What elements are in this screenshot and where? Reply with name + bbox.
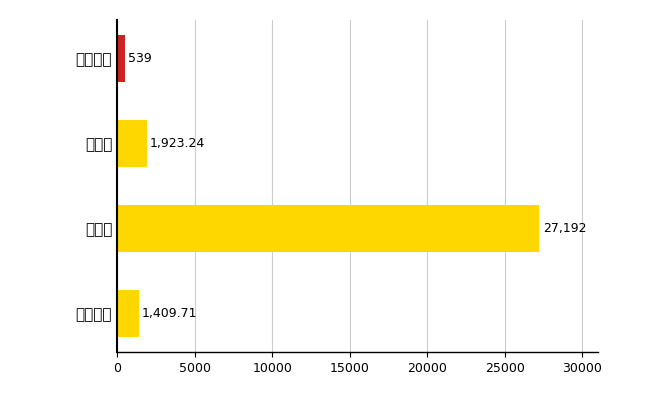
Bar bbox=[117, 120, 147, 167]
Text: 27,192: 27,192 bbox=[543, 222, 587, 235]
Text: 1,923.24: 1,923.24 bbox=[150, 137, 205, 150]
Bar bbox=[117, 290, 139, 337]
Bar bbox=[117, 205, 539, 252]
Bar bbox=[117, 35, 125, 82]
Text: 539: 539 bbox=[129, 52, 152, 65]
Text: 1,409.71: 1,409.71 bbox=[142, 307, 198, 320]
